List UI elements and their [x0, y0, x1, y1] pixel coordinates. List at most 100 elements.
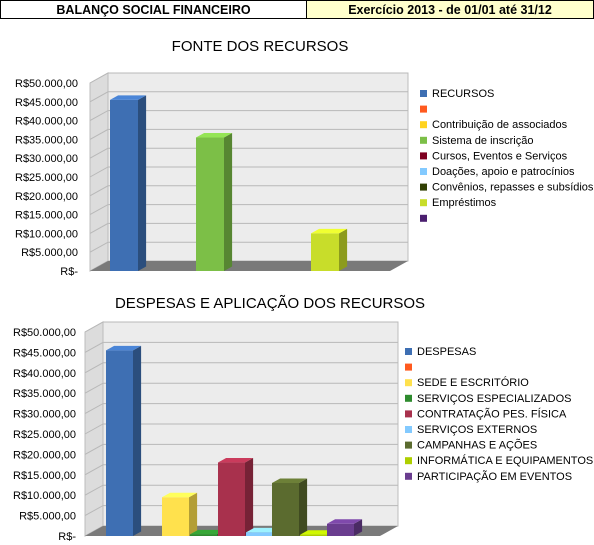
chart-1-gridline	[89, 72, 408, 84]
chart-1-title: FONTE DOS RECURSOS	[171, 38, 349, 55]
chart-1-legend-label: Sistema de inscrição	[432, 135, 534, 147]
chart-2-bar-front	[327, 523, 354, 536]
chart-1-gridline	[89, 110, 408, 122]
chart-2-bar-front	[300, 534, 327, 536]
expenses-chart: R$- R$5.000,00 R$10.000,00 R$15.000,00 R$20.…	[13, 321, 593, 543]
chart-2-bar-top	[327, 519, 363, 524]
chart-2-legend-swatch	[405, 363, 412, 371]
chart-2-y-tick-label: R$30.000,00	[13, 409, 76, 421]
chart-2-y-tick-label: R$45.000,00	[13, 347, 76, 359]
chart-1-legend-label: Cursos, Eventos e Serviços	[432, 150, 568, 162]
chart-1-bar	[110, 95, 147, 271]
chart-1-legend-label: Contribuição de associados	[432, 119, 568, 131]
chart-1-gridline	[89, 185, 408, 197]
chart-2-bar	[272, 478, 308, 536]
chart-2-bar-top	[106, 345, 142, 351]
chart-1-bar-side	[138, 95, 147, 271]
chart-2-gridline	[84, 464, 398, 476]
chart-2-legend-swatch	[405, 472, 412, 480]
chart-1-y-tick-label: R$35.000,00	[15, 134, 78, 146]
chart-2-bar-side	[133, 345, 142, 536]
chart-1-y-tick-label: R$40.000,00	[15, 116, 78, 128]
chart-2-y-tick-label: R$10.000,00	[13, 490, 76, 502]
chart-2-bar-front	[246, 532, 273, 536]
chart-2-legend-label: SERVIÇOS EXTERNOS	[417, 424, 537, 436]
chart-2-legend-swatch	[405, 394, 412, 402]
chart-1-bar-front	[196, 137, 224, 271]
chart-2-bar-front	[272, 482, 299, 536]
chart-2-y-tick-label: R$50.000,00	[13, 327, 76, 339]
chart-2-gridline	[84, 403, 398, 415]
chart-1-y-tick-label: R$10.000,00	[15, 228, 78, 240]
chart-1-gridline	[89, 241, 408, 253]
chart-2-bar	[106, 345, 142, 536]
chart-2-gridline	[84, 423, 398, 435]
chart-1-bar-top	[196, 133, 233, 138]
chart-2-y-tick-label: R$40.000,00	[13, 368, 76, 380]
chart-2-bar-top	[218, 458, 254, 463]
chart-1-bar-front	[110, 99, 138, 271]
chart-2-gridline	[84, 321, 398, 333]
chart-2-legend-label: CAMPANHAS E AÇÕES	[417, 439, 537, 452]
chart-2-gridline	[84, 362, 398, 374]
chart-1-bar	[196, 133, 233, 271]
chart-1-gridline	[89, 166, 408, 178]
chart-1-bar-side	[224, 133, 233, 271]
chart-2-legend-label: SERVIÇOS ESPECIALIZADOS	[417, 393, 571, 405]
chart-2-y-tick-label: R$-	[58, 531, 76, 543]
chart-1-legend-label: RECURSOS	[432, 88, 494, 100]
chart-2-bar	[218, 458, 254, 536]
chart-1-legend-swatch	[420, 183, 427, 191]
chart-1-legend-swatch	[420, 152, 427, 160]
chart-1-gridline	[89, 222, 408, 234]
chart-2-legend-label: SEDE E ESCRITÓRIO	[417, 376, 529, 389]
chart-1-bar-top	[110, 95, 147, 100]
chart-1-bar-front	[311, 233, 339, 271]
chart-1-y-tick-label: R$25.000,00	[15, 172, 78, 184]
chart-2-legend-label: DESPESAS	[417, 346, 476, 358]
chart-1-bar-top	[311, 228, 348, 234]
chart-1-legend-label: Doações, apoio e patrocínios	[432, 166, 575, 178]
chart-2-bar-top	[190, 529, 226, 535]
chart-1-legend-swatch	[420, 214, 427, 222]
chart-2-gridline	[84, 341, 398, 353]
chart-1-y-tick-label: R$15.000,00	[15, 210, 78, 222]
chart-1-legend-swatch	[420, 105, 427, 113]
chart-2-bar-front	[190, 534, 217, 536]
chart-2-legend-swatch	[405, 457, 412, 465]
chart-2-gridline	[84, 382, 398, 394]
chart-2-legend-label: CONTRATAÇÃO PES. FÍSICA	[417, 407, 567, 420]
chart-2-gridline	[84, 443, 398, 455]
chart-1-y-tick-label: R$45.000,00	[15, 97, 78, 109]
chart-2-y-tick-label: R$20.000,00	[13, 449, 76, 461]
chart-2-bar	[162, 492, 198, 536]
chart-2-bar-front	[162, 497, 189, 536]
chart-1-gridline	[89, 128, 408, 140]
chart-2-title: DESPESAS E APLICAÇÃO DOS RECURSOS	[114, 295, 426, 312]
chart-2-legend-swatch	[405, 379, 412, 387]
chart-1-y-tick-label: R$20.000,00	[15, 191, 78, 203]
chart-2-bar-side	[354, 519, 363, 536]
chart-1-y-tick-label: R$30.000,00	[15, 153, 78, 165]
chart-2-bar-side	[299, 478, 308, 536]
chart-1-gridline	[89, 147, 408, 159]
chart-2-bar-top	[300, 530, 336, 535]
chart-1-legend-label: Convênios, repasses e subsídios	[432, 182, 594, 194]
chart-2-bar	[327, 519, 363, 536]
chart-1-legend-swatch	[420, 90, 427, 97]
chart-2-bar-side	[189, 492, 198, 536]
chart-2-bar-top	[162, 492, 198, 498]
chart-2-legend-swatch	[405, 441, 412, 449]
chart-1-legend-swatch	[420, 168, 427, 175]
chart-1-y-tick-label: R$50.000,00	[15, 78, 78, 90]
chart-2-legend-swatch	[405, 410, 412, 418]
chart-1-gridline	[89, 91, 408, 103]
chart-1-bar-side	[339, 228, 348, 271]
report-title: BALANÇO SOCIAL FINANCEIRO	[0, 0, 306, 19]
chart-1-gridline	[89, 204, 408, 216]
chart-1-legend-swatch	[420, 121, 427, 129]
chart-2-y-tick-label: R$15.000,00	[13, 470, 76, 482]
chart-2-y-tick-label: R$35.000,00	[13, 388, 76, 400]
chart-1-legend-swatch	[420, 136, 427, 144]
chart-1-legend-swatch	[420, 199, 427, 207]
